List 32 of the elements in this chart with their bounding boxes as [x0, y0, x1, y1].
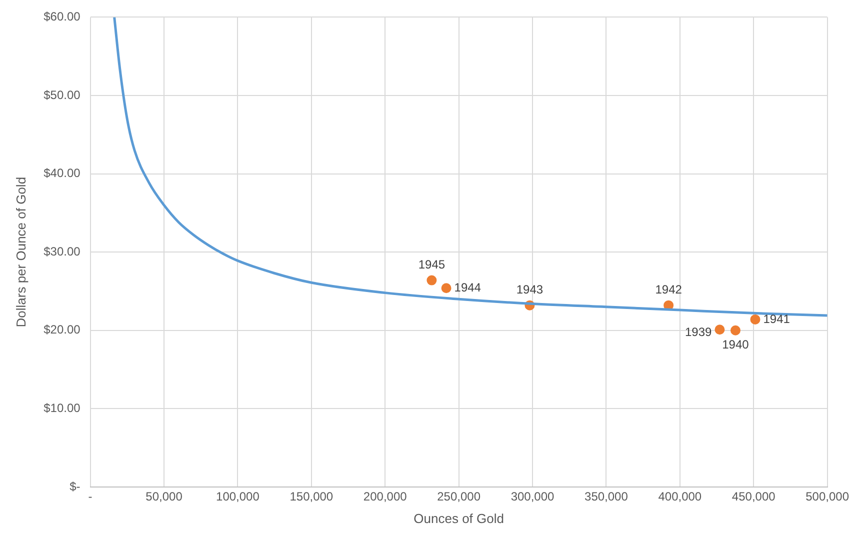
x-tick-label: 300,000: [510, 490, 555, 504]
x-axis-title: Ounces of Gold: [414, 510, 504, 526]
x-tick-label: 350,000: [584, 490, 628, 504]
y-tick-label: $10.00: [44, 401, 81, 416]
y-tick-label: $40.00: [44, 166, 81, 180]
x-tick-label: 250,000: [437, 490, 481, 504]
x-tick-label: 500,000: [806, 490, 850, 504]
annotation: 1939: [685, 324, 712, 339]
annotation: 1944: [454, 280, 482, 294]
y-tick-label: $60.00: [44, 10, 81, 24]
y-tick-label: $50.00: [44, 88, 81, 102]
point: [714, 324, 725, 335]
y-tick-label: $20.00: [44, 322, 81, 337]
x-tick-label: 200,000: [363, 490, 408, 504]
y-axis-title: Dollars per Ounce of Gold: [13, 176, 28, 328]
annotation: 1942: [655, 282, 682, 297]
y-tick-label: $-: [70, 479, 80, 494]
annotation: 1945: [418, 258, 446, 272]
annotation: 1943: [516, 282, 544, 297]
x-tick-label: 400,000: [658, 490, 702, 504]
y-tick-label: $30.00: [44, 244, 81, 258]
x-tick-label: -: [88, 490, 92, 504]
annotation: 1940: [722, 338, 750, 352]
x-tick-label: 450,000: [732, 490, 776, 504]
point: [441, 283, 452, 294]
x-tick-label: 50,000: [146, 490, 183, 504]
x-tick-label: 150,000: [290, 490, 334, 504]
point: [730, 325, 740, 336]
point: [426, 275, 437, 286]
annotation: 1941: [763, 312, 790, 326]
point: [750, 314, 760, 324]
x-tick-label: 100,000: [216, 490, 260, 504]
